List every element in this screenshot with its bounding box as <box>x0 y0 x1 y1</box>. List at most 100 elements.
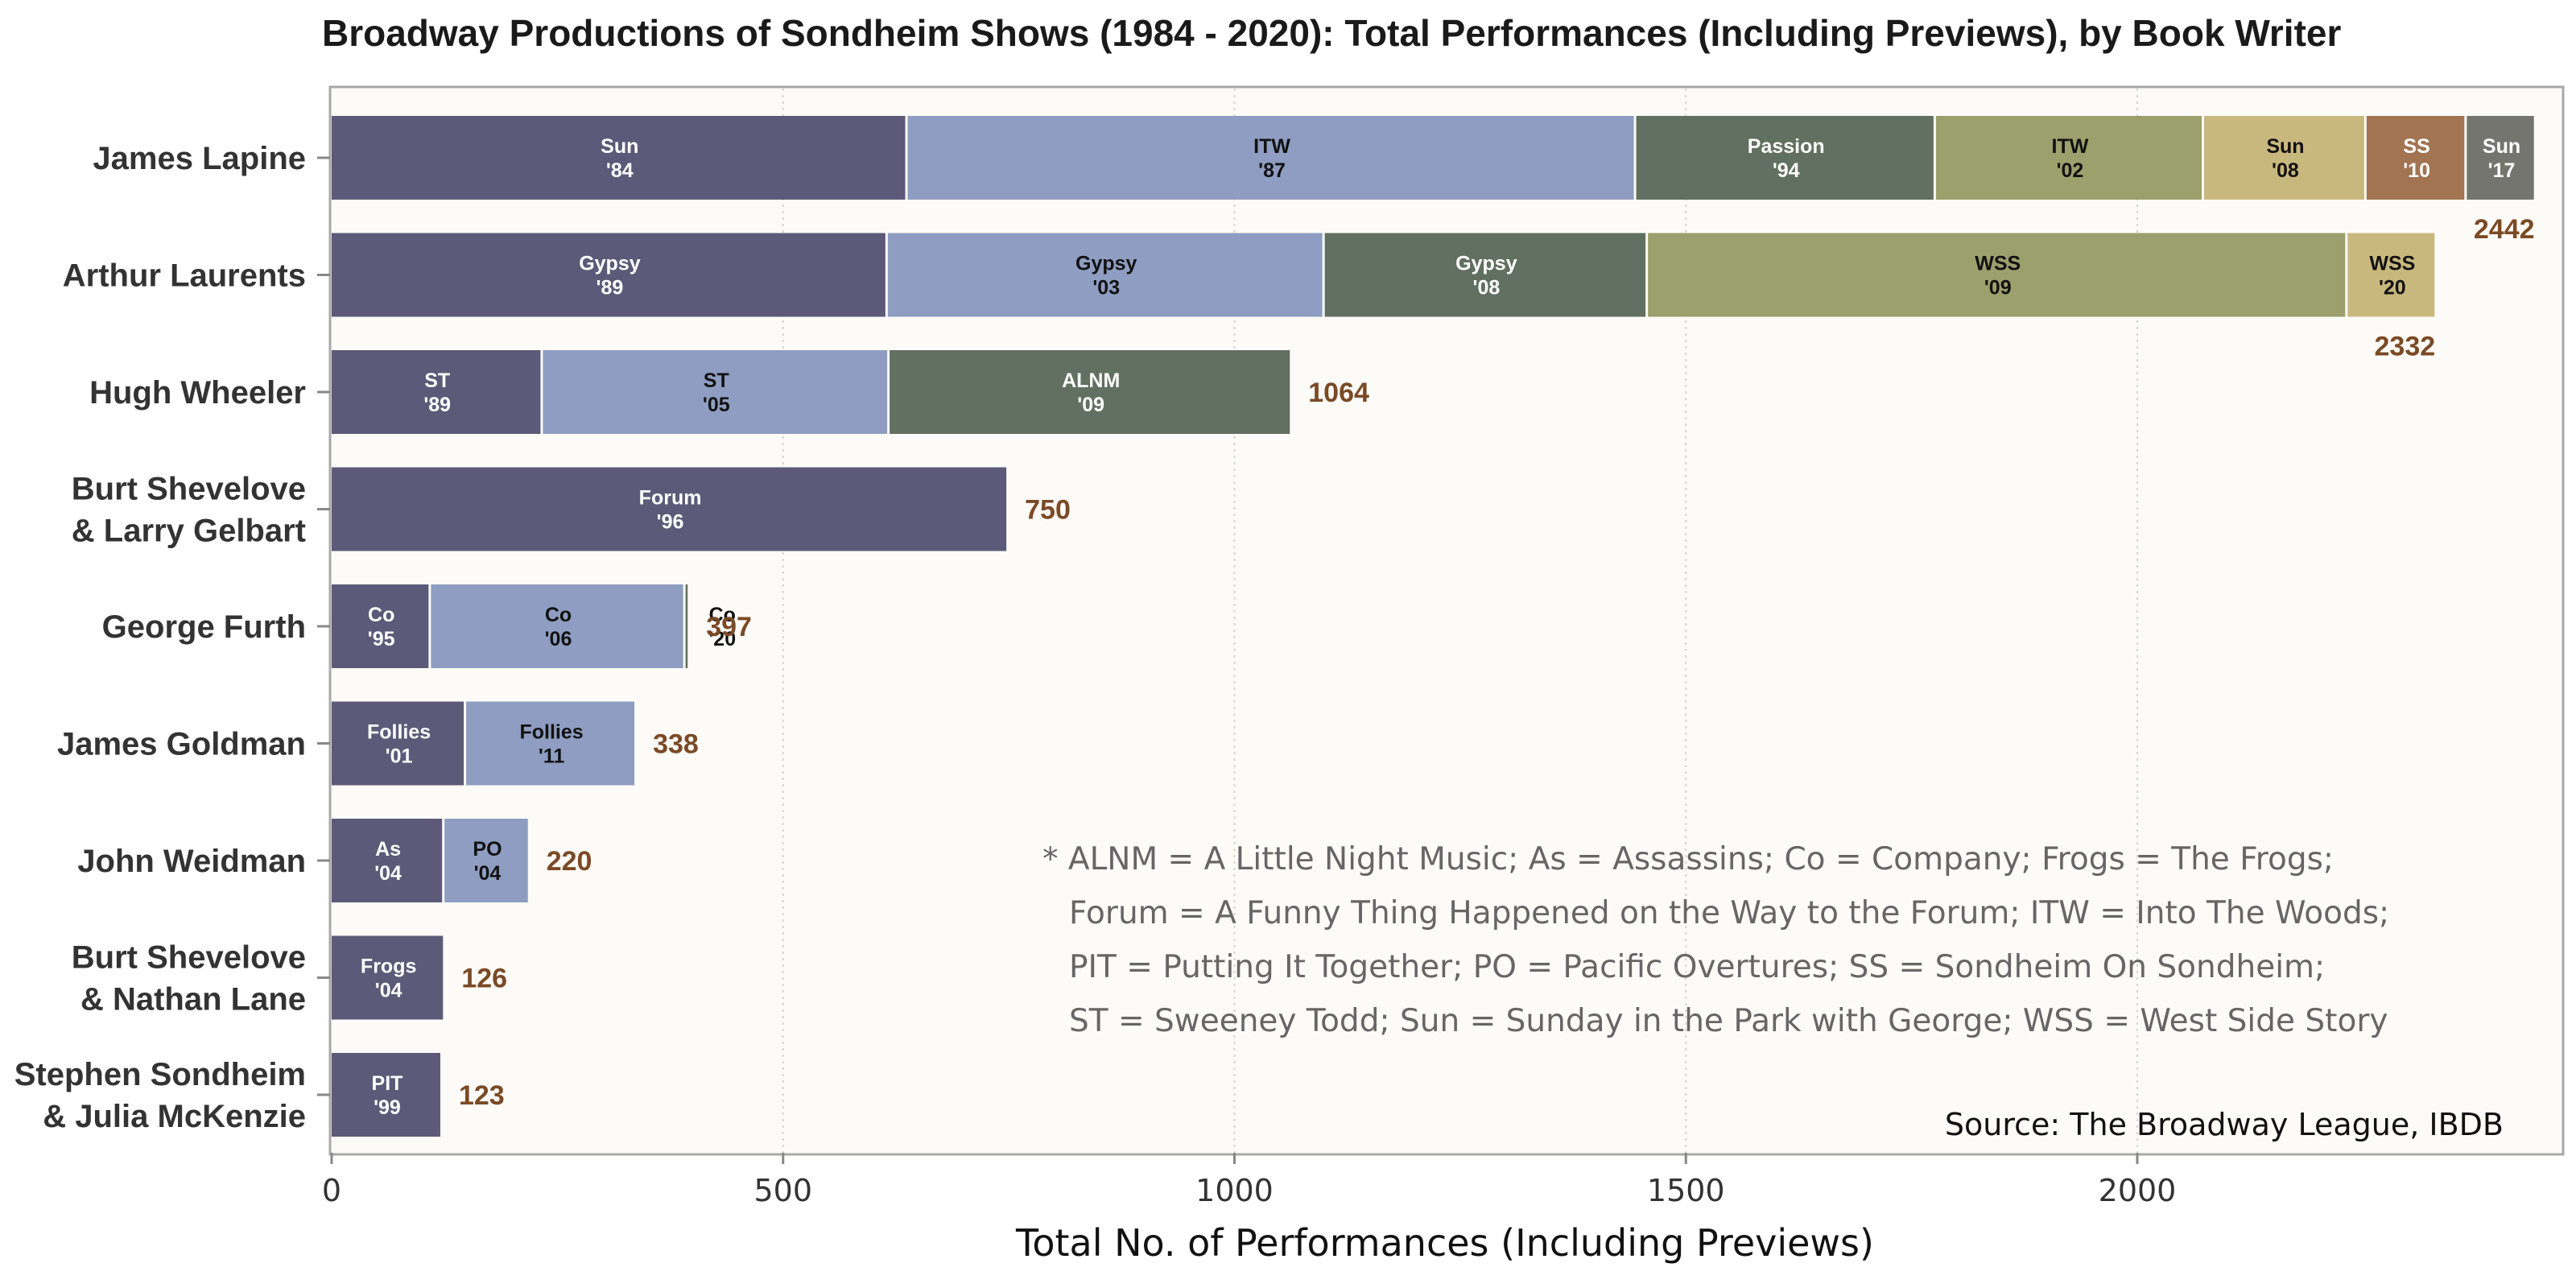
total-label: 2442 <box>2474 214 2535 245</box>
segment-label: '20 <box>2379 277 2406 299</box>
bar-segment <box>543 350 888 434</box>
segment-label: ALNM <box>1062 369 1120 392</box>
note-line-4: ST = Sweeney Todd; Sun = Sunday in the P… <box>1069 1003 2388 1039</box>
bar-segment <box>431 584 683 668</box>
category-label: Hugh Wheeler <box>89 375 306 411</box>
bars-layer: Sun'84ITW'87Passion'94ITW'02Sun'08SS'10S… <box>332 116 2534 1137</box>
x-tick-label-2000: 2000 <box>2099 1173 2177 1208</box>
bar-segment <box>332 350 541 434</box>
segment-label: '84 <box>606 159 634 182</box>
bar-segment <box>887 233 1323 317</box>
total-label: 123 <box>459 1080 505 1111</box>
segment-label: Co <box>709 604 736 626</box>
segment-label: WSS <box>1975 253 2021 275</box>
segment-label: '95 <box>368 628 395 650</box>
segment-label: WSS <box>2369 253 2415 275</box>
category-label: Burt Shevelove <box>72 472 306 507</box>
total-label: 2332 <box>2375 332 2436 362</box>
total-label: 397 <box>706 612 752 642</box>
category-label: John Weidman <box>77 844 306 879</box>
segment-label: '08 <box>1473 277 1501 299</box>
total-label: 750 <box>1025 495 1071 526</box>
segment-label: PIT <box>372 1072 403 1095</box>
segment-label: '87 <box>1258 159 1286 182</box>
segment-label: '11 <box>539 745 564 768</box>
x-axis-ticks: 0 500 1000 1500 2000 <box>322 1153 2176 1208</box>
segment-label: ST <box>424 369 450 392</box>
legend-note: * ALNM = A Little Night Music; As = Assa… <box>1042 841 2389 1039</box>
bar-segment <box>907 116 1634 200</box>
category-label: & Nathan Lane <box>80 982 306 1018</box>
total-label: 1064 <box>1308 378 1369 408</box>
segment-label: Sun <box>601 135 638 158</box>
segment-label: Co <box>545 604 572 626</box>
category-label: James Lapine <box>93 141 306 176</box>
bar-segment <box>332 935 444 1020</box>
segment-label: ITW <box>1253 135 1290 158</box>
category-label: Burt Shevelove <box>72 940 306 976</box>
segment-label: Forum <box>639 487 702 510</box>
segment-label: '20 <box>708 628 736 650</box>
note-line-1: * ALNM = A Little Night Music; As = Assa… <box>1042 841 2334 877</box>
segment-label: Gypsy <box>1075 253 1137 275</box>
segment-label: '94 <box>1773 159 1800 182</box>
total-label: 338 <box>653 729 699 760</box>
bar-segment <box>332 467 1007 551</box>
bar-segment <box>444 819 528 902</box>
bar-segment <box>332 701 464 786</box>
bar-segment <box>2203 116 2364 200</box>
bar-segment <box>1648 233 2346 317</box>
bar-segment <box>1935 116 2202 200</box>
chart-title: Broadway Productions of Sondheim Shows (… <box>322 12 2342 54</box>
category-label: Stephen Sondheim <box>14 1057 306 1092</box>
category-label: Arthur Laurents <box>63 258 306 294</box>
x-tick-label-500: 500 <box>753 1173 812 1208</box>
bar-segment <box>890 350 1290 434</box>
segment-label: As <box>375 838 401 861</box>
segment-label: SS <box>2403 135 2429 158</box>
x-tick-label-1500: 1500 <box>1647 1173 1725 1208</box>
segment-label: '17 <box>2488 159 2516 182</box>
category-label: & Julia McKenzie <box>43 1099 306 1134</box>
category-label: & Larry Gelbart <box>72 514 306 549</box>
segment-label: Sun <box>2483 135 2520 158</box>
segment-label: Sun <box>2266 135 2304 158</box>
segment-label: '02 <box>2057 159 2084 182</box>
category-labels: James Lapine Arthur Laurents Hugh Wheeler B… <box>14 141 330 1134</box>
bar-segment <box>2467 116 2534 200</box>
segment-label: ITW <box>2052 135 2089 158</box>
segment-label: '04 <box>375 980 402 1002</box>
segment-label: ST <box>704 369 729 392</box>
segment-label: '10 <box>2403 159 2430 182</box>
bar-segment <box>2366 116 2465 200</box>
x-tick-label-0: 0 <box>322 1173 341 1208</box>
segment-label: Follies <box>519 721 583 744</box>
segment-label: '05 <box>703 394 730 416</box>
segment-label: '89 <box>423 394 451 416</box>
bar-segment <box>466 701 635 786</box>
segment-label: '96 <box>657 511 684 534</box>
bar-segment <box>2347 233 2435 317</box>
segment-label: '03 <box>1092 277 1120 299</box>
category-label: George Furth <box>102 609 306 645</box>
segment-label: '99 <box>374 1096 401 1119</box>
segment-label: '01 <box>386 745 413 768</box>
bar-segment <box>332 584 429 668</box>
segment-label: '09 <box>1984 277 2012 299</box>
segment-label: '04 <box>374 862 402 885</box>
bar-segment <box>1636 116 1934 200</box>
segment-label: Gypsy <box>1455 253 1517 275</box>
segment-label: '04 <box>474 862 502 885</box>
source-note: Source: The Broadway League, IBDB <box>1945 1107 2504 1142</box>
x-axis-label: Total No. of Performances (Including Pre… <box>1015 1221 1874 1265</box>
segment-label: Frogs <box>361 956 416 978</box>
segment-label: '08 <box>2272 159 2299 182</box>
total-label: 220 <box>547 846 592 877</box>
segment-label: Passion <box>1748 135 1825 158</box>
bar-segment <box>332 116 906 200</box>
segment-label: '06 <box>545 628 572 650</box>
total-label: 126 <box>461 964 507 994</box>
bar-segment <box>1324 233 1646 317</box>
x-tick-label-1000: 1000 <box>1195 1173 1274 1208</box>
